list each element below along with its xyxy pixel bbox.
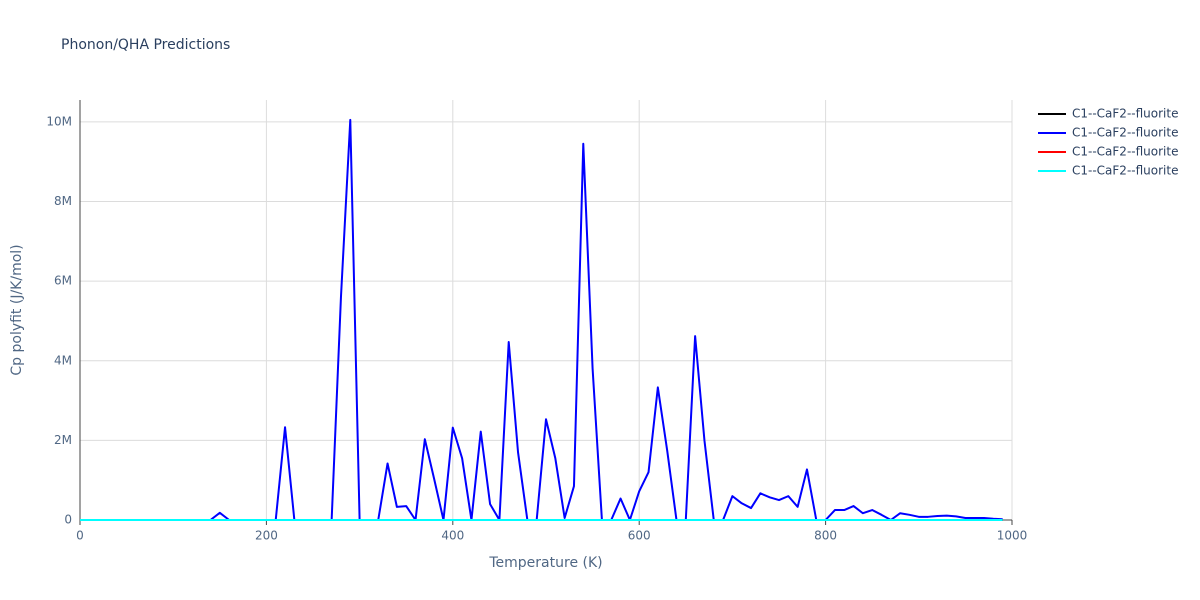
x-axis-title: Temperature (K) xyxy=(488,555,602,571)
y-tick-label: 2M xyxy=(54,433,72,447)
x-tick-label: 400 xyxy=(441,529,464,543)
x-tick-label: 800 xyxy=(814,529,837,543)
y-axis-title: Cp polyfit (J/K/mol) xyxy=(9,244,25,375)
y-tick-label: 0 xyxy=(64,513,72,527)
x-tick-label: 200 xyxy=(255,529,278,543)
x-tick-label: 0 xyxy=(76,529,84,543)
x-tick-label: 600 xyxy=(628,529,651,543)
y-tick-label: 8M xyxy=(54,194,72,208)
legend-label: C1--CaF2--fluorite xyxy=(1072,145,1178,159)
x-tick-label: 1000 xyxy=(997,529,1028,543)
y-tick-label: 6M xyxy=(54,274,72,288)
legend-label: C1--CaF2--fluorite xyxy=(1072,164,1178,178)
series-line xyxy=(80,118,1003,521)
legend-label: C1--CaF2--fluorite xyxy=(1072,107,1178,121)
y-tick-label: 10M xyxy=(46,114,72,128)
chart-title: Phonon/QHA Predictions xyxy=(61,37,230,53)
y-tick-label: 4M xyxy=(54,353,72,367)
legend-label: C1--CaF2--fluorite xyxy=(1072,126,1178,140)
